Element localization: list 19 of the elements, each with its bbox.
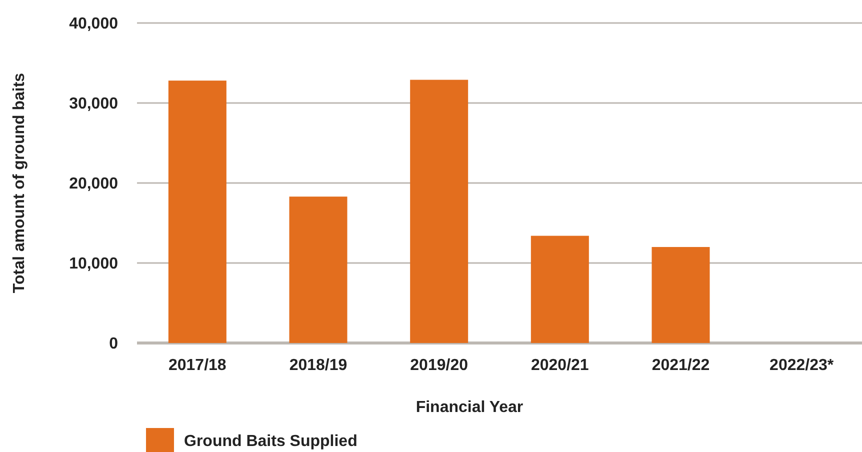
x-tick-label: 2017/18 <box>168 357 226 374</box>
bar <box>289 196 348 343</box>
y-tick-label: 20,000 <box>69 176 118 193</box>
x-tick-label: 2018/19 <box>289 357 348 374</box>
bar <box>652 247 710 343</box>
x-tick-label: 2022/23* <box>770 357 834 374</box>
y-tick-label: 10,000 <box>69 256 118 273</box>
bar <box>530 236 589 343</box>
y-axis-title: Total amount of ground baits <box>11 72 28 294</box>
y-tick-label: 30,000 <box>69 96 118 113</box>
legend-label: Ground Baits Supplied <box>184 433 358 450</box>
bar <box>410 80 468 343</box>
x-tick-label: 2019/20 <box>410 357 468 374</box>
y-tick-label: 0 <box>109 336 118 353</box>
y-tick-label: 40,000 <box>69 16 118 33</box>
x-axis-title: Financial Year <box>416 399 524 416</box>
bar <box>168 80 226 343</box>
x-tick-label: 2020/21 <box>530 357 589 374</box>
x-tick-label: 2021/22 <box>652 357 710 374</box>
